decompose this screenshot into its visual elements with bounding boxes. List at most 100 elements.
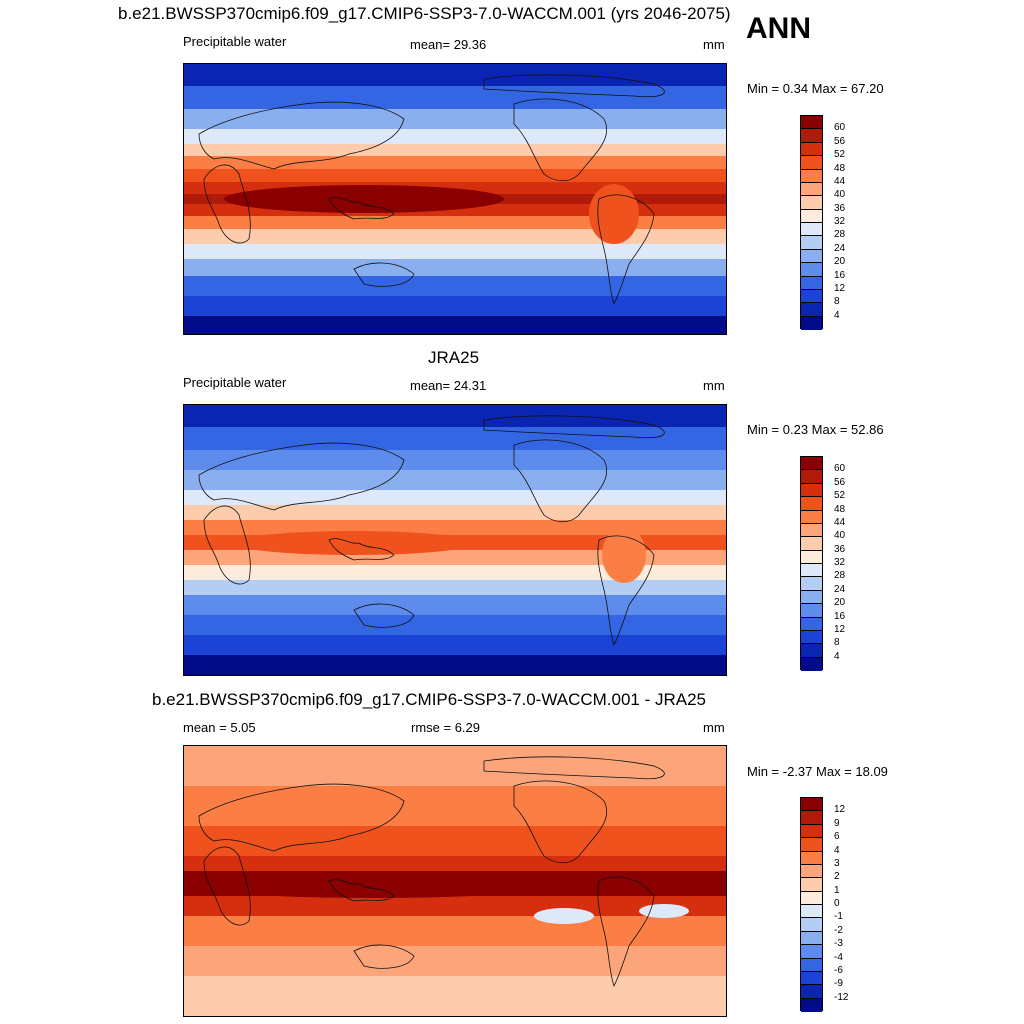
contour-band: [184, 86, 726, 109]
colorbar-swatch: [801, 945, 822, 959]
colorbar-tick-label: -9: [834, 978, 843, 990]
panel2-minmax: Min = 0.23 Max = 52.86: [747, 422, 884, 437]
colorbar-tick-label: 52: [834, 149, 846, 161]
colorbar-tick-label: 12: [834, 804, 846, 816]
contour-band: [184, 316, 726, 334]
contour-band: [184, 916, 726, 946]
colorbar-tick-label: 28: [834, 570, 846, 582]
panel2-title: JRA25: [428, 348, 480, 367]
contour-band: [184, 655, 726, 675]
colorbar-swatch: [801, 998, 822, 1012]
colorbar-tick-label: 28: [834, 229, 846, 241]
contour-band: [184, 156, 726, 169]
contour-band: [184, 505, 726, 520]
panel3-colorbar: [800, 797, 823, 1012]
coastline: [353, 603, 415, 628]
coastline: [328, 538, 395, 561]
colorbar-swatch: [801, 116, 822, 130]
colorbar-tick-label: 44: [834, 175, 846, 187]
panel2-units-label: mm: [703, 378, 725, 393]
colorbar-swatch: [801, 577, 822, 591]
contour-band: [184, 615, 726, 635]
colorbar-swatch: [801, 249, 822, 264]
colorbar-tick-label: 0: [834, 898, 840, 909]
colorbar-tick-label: 4: [834, 844, 840, 856]
colorbar-tick-label: 2: [834, 871, 840, 883]
coastline: [597, 876, 655, 988]
colorbar-tick-label: 12: [834, 282, 846, 294]
colorbar-swatch: [801, 142, 822, 157]
contour-band: [184, 296, 726, 316]
coastline: [353, 262, 415, 287]
contour-band: [184, 144, 726, 156]
colorbar-swatch: [801, 931, 822, 946]
contour-blob: [534, 908, 594, 924]
coastline: [597, 194, 655, 306]
season-label: ANN: [746, 12, 811, 45]
colorbar-tick-label: 4: [834, 309, 840, 321]
panel1-minmax: Min = 0.34 Max = 67.20: [747, 81, 884, 96]
colorbar-tick-label: -1: [834, 911, 843, 923]
colorbar-tick-label: 16: [834, 610, 846, 622]
contour-band: [184, 580, 726, 595]
panel3-minmax: Min = -2.37 Max = 18.09: [747, 764, 888, 779]
colorbar-tick-label: 1: [834, 884, 840, 896]
main-title: b.e21.BWSSP370cmip6.f09_g17.CMIP6-SSP3-7…: [118, 4, 731, 23]
colorbar-swatch: [801, 289, 822, 304]
colorbar-swatch: [801, 905, 822, 919]
contour-band: [184, 786, 726, 826]
contour-blob: [589, 184, 639, 244]
colorbar-tick-label: 20: [834, 597, 846, 609]
colorbar-tick-label: 9: [834, 817, 840, 829]
contour-band: [184, 595, 726, 615]
colorbar-tick-label: 60: [834, 122, 846, 134]
colorbar-swatch: [801, 156, 822, 170]
colorbar-swatch: [801, 550, 822, 564]
colorbar-swatch: [801, 263, 822, 277]
contour-band: [184, 946, 726, 976]
panel3-map-canvas: [184, 746, 726, 1016]
panel2-variable-label: Precipitable water: [183, 375, 287, 390]
panel3-rmse-label: rmse = 6.29: [411, 720, 481, 735]
colorbar-tick-label: 32: [834, 557, 846, 568]
contour-band: [184, 826, 726, 856]
contour-band: [184, 276, 726, 296]
colorbar-swatch: [801, 470, 822, 484]
colorbar-tick-label: 6: [834, 831, 840, 843]
contour-band: [184, 856, 726, 871]
coastline: [353, 944, 415, 969]
colorbar-tick-label: -3: [834, 938, 843, 950]
coastline: [483, 74, 665, 98]
colorbar-swatch: [801, 537, 822, 551]
coastline: [328, 879, 395, 902]
colorbar-swatch: [801, 590, 822, 605]
contour-band: [184, 565, 726, 580]
contour-blob: [639, 904, 689, 918]
coastline: [513, 98, 608, 182]
coastline: [203, 164, 251, 244]
colorbar-swatch: [801, 457, 822, 471]
colorbar-swatch: [801, 985, 822, 999]
panel3-title: b.e21.BWSSP370cmip6.f09_g17.CMIP6-SSP3-7…: [152, 690, 707, 709]
contour-band: [184, 169, 726, 182]
panel1-colorbar: [800, 115, 823, 330]
contour-band: [184, 490, 726, 505]
panel2-map-canvas: [184, 405, 726, 675]
colorbar-tick-label: 24: [834, 242, 846, 254]
colorbar-swatch: [801, 838, 822, 852]
coastline: [198, 783, 405, 852]
panel3-units-label: mm: [703, 720, 725, 735]
colorbar-swatch: [801, 630, 822, 645]
colorbar-tick-label: 56: [834, 476, 846, 488]
coastline: [198, 101, 405, 170]
colorbar-swatch: [801, 523, 822, 538]
panel2-map: [183, 404, 727, 676]
colorbar-tick-label: 44: [834, 516, 846, 528]
panel3-mean-label: mean = 5.05: [183, 720, 256, 735]
colorbar-tick-label: 56: [834, 135, 846, 147]
colorbar-tick-label: 20: [834, 256, 846, 268]
contour-band: [184, 896, 726, 916]
coastline: [483, 756, 665, 780]
panel2-colorbar: [800, 456, 823, 671]
colorbar-swatch: [801, 236, 822, 250]
